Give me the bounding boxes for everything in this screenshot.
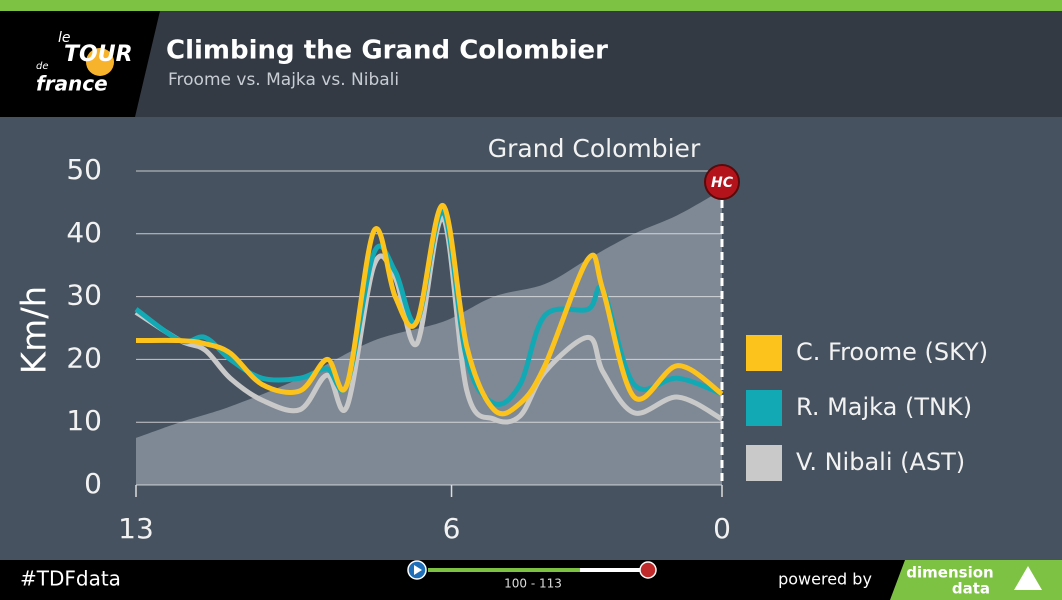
plot: 0 10 20 30 40 50 Km/h 13 6 0 Grand Colombier HC C. F… bbox=[15, 134, 989, 545]
progress-label: 100 - 113 bbox=[504, 577, 562, 591]
badge-label: HC bbox=[711, 175, 734, 191]
logo-box bbox=[0, 11, 160, 117]
x-tick-label: 6 bbox=[443, 512, 461, 545]
legend-swatch bbox=[746, 390, 782, 426]
y-tick-label: 10 bbox=[66, 404, 102, 437]
top-stripe bbox=[0, 0, 1062, 11]
x-tick-label: 13 bbox=[118, 512, 154, 545]
series-line bbox=[134, 215, 724, 425]
y-tick-label: 40 bbox=[66, 216, 102, 249]
title: Climbing the Grand Colombier bbox=[166, 36, 608, 66]
legend-swatch bbox=[746, 335, 782, 371]
subtitle: Froome vs. Majka vs. Nibali bbox=[168, 70, 399, 90]
legend-label: R. Majka (TNK) bbox=[796, 393, 972, 421]
legend-label: C. Froome (SKY) bbox=[796, 338, 988, 366]
logo-sun bbox=[86, 48, 114, 76]
logo-text: le bbox=[58, 30, 71, 46]
logo-text: france bbox=[36, 72, 108, 96]
header bbox=[0, 11, 1062, 117]
y-tick-label: 20 bbox=[66, 341, 102, 374]
hashtag: #TDFdata bbox=[20, 567, 121, 591]
powered-by: powered by bbox=[778, 570, 872, 589]
brand-icon bbox=[1014, 566, 1042, 590]
brand-text: dimension bbox=[906, 564, 993, 582]
y-tick-label: 0 bbox=[84, 467, 102, 500]
x-tick-label: 0 bbox=[713, 512, 731, 545]
logo-text: TOUR bbox=[64, 42, 133, 67]
legend-swatch bbox=[746, 445, 782, 481]
badge bbox=[704, 164, 740, 200]
series-line bbox=[135, 203, 724, 417]
brand-text: data bbox=[952, 580, 990, 598]
legend-label: V. Nibali (AST) bbox=[796, 448, 965, 476]
play-icon bbox=[414, 565, 422, 575]
y-axis-label: Km/h bbox=[15, 286, 55, 374]
annotation: Grand Colombier bbox=[488, 134, 701, 163]
y-tick-label: 50 bbox=[66, 153, 102, 186]
y-tick-label: 30 bbox=[66, 279, 102, 312]
progress-finish bbox=[639, 561, 657, 579]
footer bbox=[0, 560, 1062, 600]
logo-text: de bbox=[36, 61, 49, 72]
